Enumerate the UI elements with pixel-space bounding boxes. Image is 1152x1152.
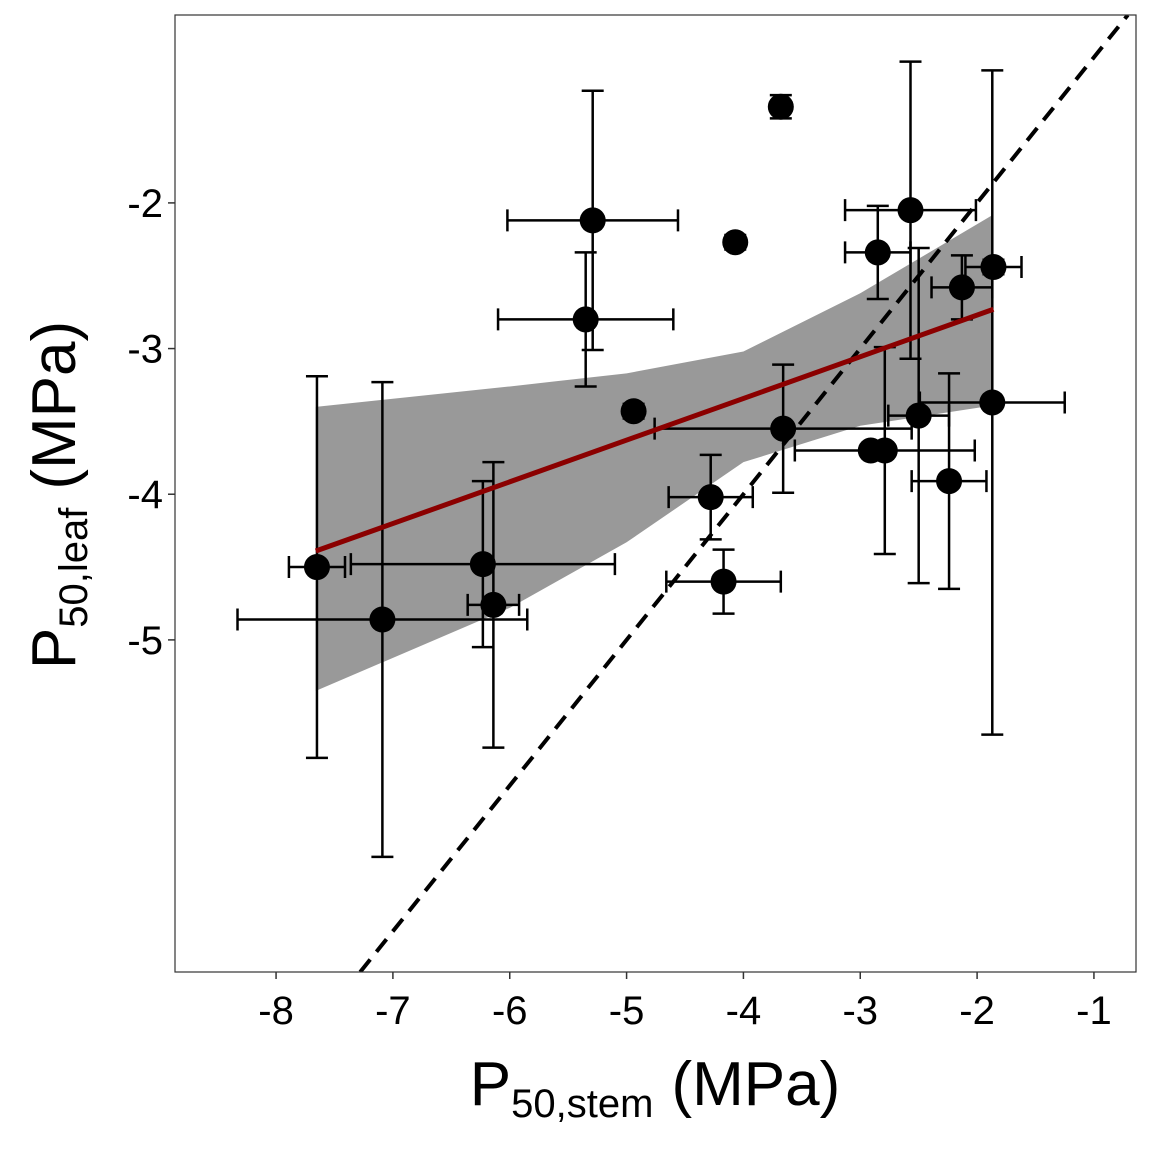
y-tick-label: -3 — [127, 328, 163, 372]
point — [480, 591, 507, 618]
x-tick-label: -2 — [959, 989, 995, 1033]
point — [767, 93, 794, 120]
y-tick-label: -5 — [127, 619, 163, 663]
x-tick-label: -1 — [1076, 989, 1112, 1033]
point — [979, 389, 1006, 416]
point — [620, 398, 647, 425]
point — [469, 551, 496, 578]
x-tick-label: -5 — [609, 989, 645, 1033]
y-tick-label: -4 — [127, 473, 163, 517]
point — [864, 239, 891, 266]
identity-line — [358, 15, 1130, 972]
point — [897, 197, 924, 224]
plot-area — [236, 15, 1130, 972]
fit-line — [314, 306, 995, 554]
x-tick-label: -8 — [258, 989, 294, 1033]
x-axis-title: P50,stem (MPa) — [470, 1050, 840, 1126]
y-title-main: P — [20, 628, 89, 669]
y-title-sub: 50,leaf — [52, 507, 96, 628]
x-title-main: P — [470, 1050, 511, 1119]
x-title-sub: 50,stem — [511, 1082, 653, 1126]
point — [980, 253, 1007, 280]
point — [871, 437, 898, 464]
series — [236, 60, 1066, 859]
axes: -8 -7 -6 -5 -4 -3 -2 -1 -2 -3 -4 -5 — [127, 182, 1111, 1033]
y-title-unit: (MPa) — [20, 321, 89, 490]
point — [697, 484, 724, 511]
point — [369, 606, 396, 633]
x-tick-label: -7 — [375, 989, 411, 1033]
point — [722, 229, 749, 256]
point — [905, 402, 932, 429]
point — [770, 415, 797, 442]
point — [710, 568, 737, 595]
point — [572, 306, 599, 333]
point — [948, 274, 975, 301]
x-tick-label: -4 — [726, 989, 762, 1033]
x-title-unit: (MPa) — [671, 1050, 840, 1119]
y-tick-label: -2 — [127, 182, 163, 226]
y-axis-title: P50,leaf (MPa) — [20, 321, 96, 669]
x-tick-label: -3 — [842, 989, 878, 1033]
x-tick-label: -6 — [492, 989, 528, 1033]
point — [579, 207, 606, 234]
point — [936, 468, 963, 495]
point — [303, 554, 330, 581]
